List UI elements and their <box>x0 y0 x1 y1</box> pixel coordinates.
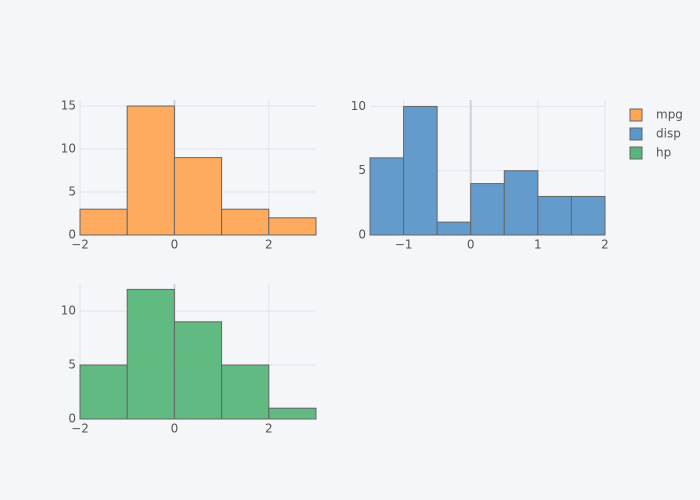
histogram-bar <box>403 105 438 236</box>
legend-label: hp <box>656 146 671 160</box>
histogram-bar <box>173 321 223 420</box>
legend-label: disp <box>656 127 681 141</box>
legend-swatch <box>629 146 643 160</box>
histogram-bar <box>436 221 472 236</box>
y-tick-label: 5 <box>358 163 366 177</box>
x-tick-label: −2 <box>71 238 89 252</box>
y-tick-label: 5 <box>68 185 76 199</box>
y-tick-label: 10 <box>351 99 366 113</box>
y-tick-label: 0 <box>358 228 366 242</box>
x-tick-label: 2 <box>265 238 273 252</box>
histogram-bar <box>537 195 572 236</box>
y-tick-label: 10 <box>61 142 76 156</box>
histogram-bar <box>503 170 539 236</box>
histogram-bar <box>79 208 128 236</box>
x-tick-label: −2 <box>71 422 89 436</box>
x-tick-label: 0 <box>171 238 179 252</box>
histogram-bar <box>126 288 175 420</box>
y-tick-label: 0 <box>68 228 76 242</box>
x-tick-label: 2 <box>601 238 609 252</box>
x-tick-label: 0 <box>467 238 475 252</box>
y-tick-label: 10 <box>61 304 76 318</box>
histogram-bar <box>268 407 317 420</box>
y-tick-label: 5 <box>68 358 76 372</box>
y-tick-label: 15 <box>61 99 76 113</box>
histogram-bar <box>221 208 270 236</box>
histogram-bar <box>221 364 270 420</box>
histogram-bar <box>470 183 505 236</box>
histogram-bar <box>79 364 128 420</box>
legend-swatch <box>629 127 643 141</box>
histogram-bar <box>570 195 606 236</box>
histogram-bar <box>268 217 317 236</box>
x-tick-label: 0 <box>171 422 179 436</box>
legend-label: mpg <box>656 108 683 122</box>
x-tick-label: 2 <box>265 422 273 436</box>
histogram-bar <box>173 157 223 236</box>
x-tick-label: 1 <box>534 238 542 252</box>
legend-swatch <box>629 108 643 122</box>
histogram-bar <box>126 105 175 236</box>
y-tick-label: 0 <box>68 412 76 426</box>
x-tick-label: −1 <box>395 238 413 252</box>
histogram-bar <box>369 157 405 236</box>
